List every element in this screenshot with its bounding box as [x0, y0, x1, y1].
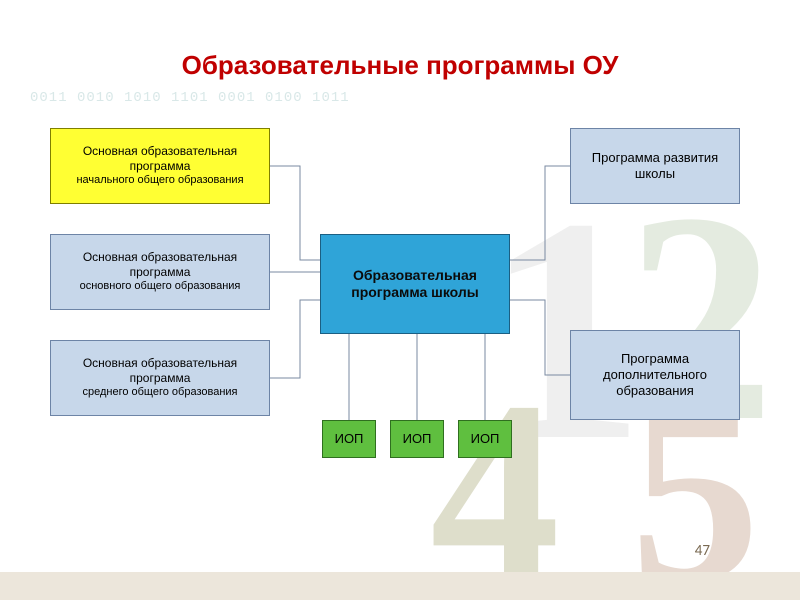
node-secondary-education: Основная образовательная программа средн… [50, 340, 270, 416]
node-center-label: Образовательная программа школы [327, 267, 503, 302]
binary-decor-text: 0011 0010 1010 1101 0001 0100 1011 [30, 90, 350, 106]
node-development-label: Программа развития школы [577, 150, 733, 183]
node-primary-line1: Основная образовательная программа [57, 144, 263, 174]
bg-glyph: 5 [630, 395, 760, 590]
node-center-school-program: Образовательная программа школы [320, 234, 510, 334]
bottom-accent-bar [0, 572, 800, 600]
node-secondary-line1: Основная образовательная программа [57, 356, 263, 386]
node-basic-education: Основная образовательная программа основ… [50, 234, 270, 310]
node-iop-2-label: ИОП [403, 431, 432, 447]
page-number: 47 [695, 542, 710, 560]
page-title: Образовательные программы ОУ [0, 50, 800, 81]
node-primary-education: Основная образовательная программа начал… [50, 128, 270, 204]
node-additional-label: Программа дополнительного образования [577, 351, 733, 400]
node-iop-3-label: ИОП [471, 431, 500, 447]
node-iop-1: ИОП [322, 420, 376, 458]
node-additional-education: Программа дополнительного образования [570, 330, 740, 420]
node-primary-line2: начального общего образования [76, 174, 243, 188]
node-iop-3: ИОП [458, 420, 512, 458]
node-iop-1-label: ИОП [335, 431, 364, 447]
node-basic-line1: Основная образовательная программа [57, 250, 263, 280]
node-iop-2: ИОП [390, 420, 444, 458]
node-development-program: Программа развития школы [570, 128, 740, 204]
node-secondary-line2: среднего общего образования [82, 386, 237, 400]
node-basic-line2: основного общего образования [80, 280, 241, 294]
